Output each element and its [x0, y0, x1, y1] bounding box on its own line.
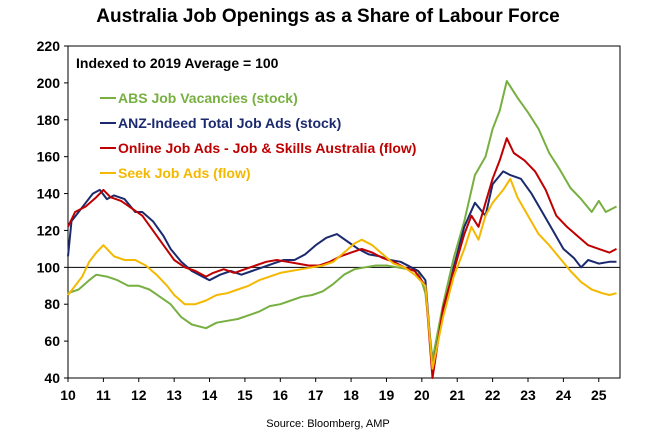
y-tick-label: 100 — [37, 259, 61, 275]
legend-label-3: Online Job Ads - Job & Skills Australia … — [118, 140, 416, 156]
x-tick-label: 11 — [96, 387, 111, 403]
y-tick-label: 180 — [37, 112, 61, 128]
y-tick-label: 220 — [37, 38, 61, 54]
x-tick-label: 19 — [379, 387, 395, 403]
y-tick-label: 40 — [44, 370, 60, 386]
x-tick-label: 24 — [556, 387, 572, 403]
x-tick-label: 21 — [449, 387, 465, 403]
legend-label-1: ABS Job Vacancies (stock) — [118, 90, 298, 106]
x-tick-label: 15 — [237, 387, 253, 403]
series-line-3 — [67, 137, 617, 379]
legend-label-2: ANZ-Indeed Total Job Ads (stock) — [118, 115, 341, 131]
series-layer — [67, 80, 617, 379]
chart-subtitle: Indexed to 2019 Average = 100 — [76, 55, 279, 71]
y-tick-label: 120 — [37, 222, 61, 238]
x-tick-label: 14 — [202, 387, 218, 403]
y-tick-label: 200 — [37, 75, 61, 91]
axis-layer: 40 60 80 100 120 140 160 180 200 220 10 11 12 13 14 15 1… — [37, 38, 621, 403]
x-tick-label: 12 — [131, 387, 147, 403]
series-line-1 — [67, 80, 617, 361]
y-tick-label: 80 — [44, 296, 60, 312]
x-tick-label: 16 — [273, 387, 289, 403]
chart-title: Australia Job Openings as a Share of Lab… — [96, 6, 560, 27]
legend: ABS Job Vacancies (stock) ANZ-Indeed Tota… — [100, 90, 416, 181]
y-tick-label: 140 — [37, 186, 61, 202]
plot-frame — [67, 45, 621, 379]
series-line-2 — [67, 170, 617, 370]
chart-source: Source: Bloomberg, AMP — [266, 418, 390, 430]
x-tick-label: 18 — [343, 387, 359, 403]
y-tick-label: 60 — [44, 333, 60, 349]
x-tick-label: 22 — [485, 387, 501, 403]
x-tick-label: 17 — [308, 387, 324, 403]
x-tick-label: 13 — [166, 387, 182, 403]
x-tick-label: 25 — [591, 387, 607, 403]
legend-label-4: Seek Job Ads (flow) — [118, 165, 251, 181]
series-line-4 — [67, 177, 617, 370]
x-tick-label: 20 — [414, 387, 430, 403]
x-tick-label: 23 — [520, 387, 536, 403]
x-tick-label: 10 — [60, 387, 76, 403]
y-tick-label: 160 — [37, 149, 61, 165]
